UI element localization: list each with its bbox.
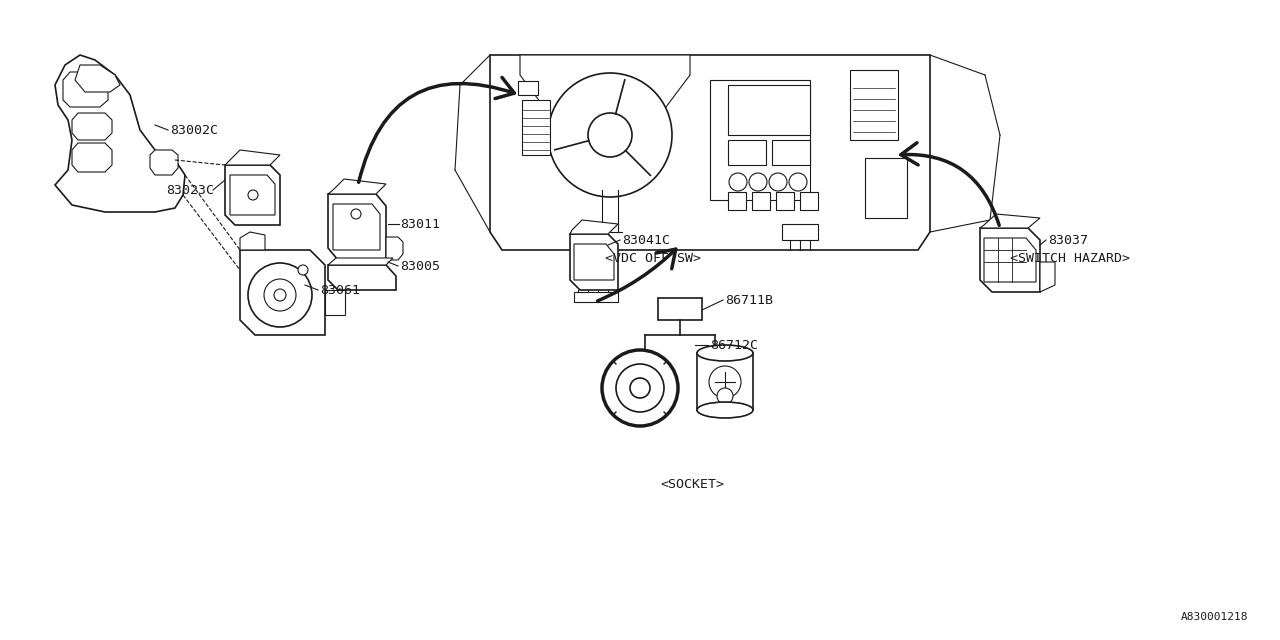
Text: 83041C: 83041C bbox=[622, 234, 669, 246]
Text: 83023C: 83023C bbox=[166, 184, 214, 196]
Polygon shape bbox=[573, 244, 614, 280]
Bar bbox=[728, 192, 746, 210]
Circle shape bbox=[709, 366, 741, 398]
Polygon shape bbox=[980, 228, 1039, 292]
Text: A830001218: A830001218 bbox=[1180, 612, 1248, 622]
Text: <SOCKET>: <SOCKET> bbox=[660, 479, 724, 492]
Circle shape bbox=[602, 350, 678, 426]
Bar bbox=[728, 140, 765, 165]
Circle shape bbox=[548, 73, 672, 197]
Polygon shape bbox=[72, 143, 113, 172]
Polygon shape bbox=[55, 55, 186, 212]
Polygon shape bbox=[328, 194, 387, 260]
Polygon shape bbox=[325, 290, 346, 315]
Circle shape bbox=[788, 173, 806, 191]
Circle shape bbox=[749, 173, 767, 191]
Text: <SWITCH HAZARD>: <SWITCH HAZARD> bbox=[1010, 252, 1130, 264]
Polygon shape bbox=[225, 150, 280, 165]
Circle shape bbox=[264, 279, 296, 311]
Bar bbox=[753, 192, 771, 210]
Polygon shape bbox=[150, 150, 178, 175]
Circle shape bbox=[351, 209, 361, 219]
Text: 83011: 83011 bbox=[401, 218, 440, 230]
Ellipse shape bbox=[698, 402, 753, 418]
Circle shape bbox=[274, 289, 285, 301]
Text: <VDC OFF SW>: <VDC OFF SW> bbox=[605, 252, 701, 264]
Circle shape bbox=[298, 265, 308, 275]
Polygon shape bbox=[333, 204, 380, 250]
Bar bbox=[522, 100, 550, 155]
Polygon shape bbox=[72, 113, 113, 140]
Polygon shape bbox=[63, 72, 108, 107]
Bar bbox=[573, 292, 618, 302]
Circle shape bbox=[248, 190, 259, 200]
Circle shape bbox=[588, 113, 632, 157]
Text: 86712C: 86712C bbox=[710, 339, 758, 351]
FancyArrowPatch shape bbox=[358, 77, 515, 182]
Polygon shape bbox=[76, 65, 120, 92]
Polygon shape bbox=[328, 258, 393, 265]
Bar bbox=[710, 80, 810, 200]
Polygon shape bbox=[230, 175, 275, 215]
Bar bbox=[518, 81, 538, 95]
Polygon shape bbox=[698, 353, 753, 410]
Polygon shape bbox=[520, 55, 690, 115]
Circle shape bbox=[630, 378, 650, 398]
Circle shape bbox=[616, 364, 664, 412]
Bar bbox=[782, 224, 818, 240]
Text: 83005: 83005 bbox=[401, 259, 440, 273]
Circle shape bbox=[769, 173, 787, 191]
Ellipse shape bbox=[698, 345, 753, 361]
Circle shape bbox=[717, 388, 733, 404]
Polygon shape bbox=[980, 214, 1039, 228]
Bar bbox=[776, 192, 794, 210]
Circle shape bbox=[730, 173, 748, 191]
Polygon shape bbox=[1039, 262, 1055, 292]
Polygon shape bbox=[328, 179, 387, 194]
Polygon shape bbox=[225, 165, 280, 225]
Circle shape bbox=[248, 263, 312, 327]
Polygon shape bbox=[570, 234, 618, 290]
Bar bbox=[772, 140, 810, 165]
FancyArrowPatch shape bbox=[598, 249, 676, 301]
Bar bbox=[800, 192, 818, 210]
Polygon shape bbox=[328, 265, 396, 290]
Text: 83002C: 83002C bbox=[170, 124, 218, 136]
Text: 83037: 83037 bbox=[1048, 234, 1088, 246]
Polygon shape bbox=[241, 250, 325, 335]
Bar bbox=[865, 158, 908, 218]
Text: 83061: 83061 bbox=[320, 284, 360, 296]
Text: 86711B: 86711B bbox=[724, 294, 773, 307]
Bar bbox=[658, 298, 701, 320]
Bar bbox=[728, 85, 810, 135]
Polygon shape bbox=[984, 238, 1036, 282]
Polygon shape bbox=[490, 55, 931, 250]
Polygon shape bbox=[387, 237, 403, 260]
Bar bbox=[850, 70, 899, 140]
Polygon shape bbox=[570, 220, 618, 234]
Polygon shape bbox=[241, 232, 265, 250]
FancyArrowPatch shape bbox=[901, 143, 1000, 225]
